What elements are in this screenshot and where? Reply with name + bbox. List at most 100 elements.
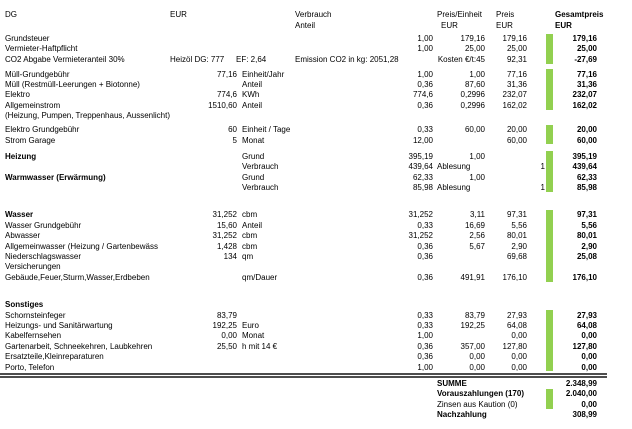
consumption-value: 0,36 — [417, 241, 433, 251]
header-preis-einheit: Preis/Einheit — [437, 10, 482, 19]
table-row: Heizung Grund 395,19 1,00 395,19 — [0, 151, 632, 161]
unit-label: Verbrauch — [242, 183, 279, 193]
unit-label: Grund — [242, 151, 265, 161]
price-value: 97,31 — [506, 210, 527, 220]
row-label: Versicherungen — [5, 262, 61, 272]
unit-label: Monat — [242, 331, 265, 341]
consumption-value: 62,33 — [412, 172, 433, 182]
header-dg: DG — [5, 10, 17, 19]
unit-label: Monat — [242, 135, 265, 145]
amount-eur: 5 — [232, 135, 237, 145]
price-value: 92,31 — [506, 54, 527, 64]
table-row: Verbrauch 85,98 Ablesung 1 85,98 — [0, 182, 632, 192]
table-row: Ersatzteile,Kleinreparaturen 0,36 0,00 0,00… — [0, 351, 632, 361]
consumption-value: 12,00 — [412, 135, 433, 145]
price-per-unit: 491,91 — [460, 272, 485, 282]
unit-label: Euro — [242, 320, 259, 330]
total-value: 0,00 — [581, 331, 597, 341]
price-value: 25,00 — [506, 44, 527, 54]
amount-eur: 31,252 — [212, 231, 237, 241]
row-label: Elektro — [5, 90, 30, 100]
total-value: 20,00 — [576, 125, 597, 135]
consumption-value: 1,00 — [417, 362, 433, 372]
price-value: 77,16 — [506, 69, 527, 79]
total-value: 77,16 — [576, 69, 597, 79]
total-value: 27,93 — [576, 310, 597, 320]
price-value: 5,56 — [511, 220, 527, 230]
price-per-unit: 0,00 — [469, 352, 485, 362]
summary-label: SUMME — [437, 378, 467, 388]
table-row: Gebäude,Feuer,Sturm,Wasser,Erdbeben qm/Da… — [0, 272, 632, 282]
row-label: (Heizung, Pumpen, Treppenhaus, Aussenlic… — [5, 111, 170, 121]
total-value: 395,19 — [572, 151, 597, 161]
unit-label: h mit 14 € — [242, 341, 278, 351]
total-value: 25,08 — [576, 252, 597, 262]
price-per-unit: 0,00 — [469, 362, 485, 372]
price-value: 176,10 — [502, 272, 527, 282]
amount-eur: 192,25 — [212, 320, 237, 330]
total-value: -27,69 — [574, 54, 597, 64]
unit-label: Verbrauch — [242, 162, 279, 172]
unit-label: Anteil — [242, 100, 263, 110]
price-value: 0,00 — [511, 352, 527, 362]
summary-row: SUMME 2.348,99 — [0, 378, 632, 388]
row-label: Wasser Grundgebühr — [5, 220, 82, 230]
table-row: Versicherungen — [0, 261, 632, 271]
row-label: Gebäude,Feuer,Sturm,Wasser,Erdbeben — [5, 272, 150, 282]
price-per-unit: 16,69 — [464, 220, 485, 230]
table-row: CO2 Abgabe Vermieteranteil 30% Heizöl DG:… — [0, 54, 632, 64]
unit-label: qm/Dauer — [242, 272, 278, 282]
price-per-unit: 0,2996 — [460, 100, 485, 110]
group-total-bar — [546, 151, 553, 192]
section-strom-grundgebuehr: Elektro Grundgebühr 60 Einheit / Tage 0,33 6… — [0, 124, 632, 145]
section-heizung-warmwasser: Heizung Grund 395,19 1,00 395,19 Verbrauch 439… — [0, 151, 632, 193]
table-header: DG EUR Verbrauch Anteil Preis/Einheit EU… — [0, 0, 632, 33]
row-label: Strom Garage — [5, 135, 56, 145]
consumption-value: 1,00 — [417, 44, 433, 54]
total-value: 176,10 — [572, 272, 597, 282]
price-per-unit: 357,00 — [460, 341, 485, 351]
summary-label: Vorauszahlungen (170) — [437, 389, 524, 399]
summary-label: Nachzahlung — [437, 410, 487, 420]
reading-count: 1 — [540, 162, 545, 172]
price-value: 31,36 — [506, 80, 527, 90]
price-value: 0,00 — [511, 362, 527, 372]
consumption-value: 0,36 — [417, 252, 433, 262]
amount-eur: 77,16 — [216, 69, 237, 79]
total-value: 31,36 — [576, 80, 597, 90]
row-label: Schornsteinfeger — [5, 310, 66, 320]
unit-label: cbm — [242, 231, 258, 241]
table-row: Vermieter-Haftpflicht 1,00 25,00 25,00 25,00 — [0, 43, 632, 53]
table-row: Gartenarbeit, Schneekehren, Laubkehren 25… — [0, 341, 632, 351]
summary-value: 2.348,99 — [565, 378, 597, 388]
summary-divider-line — [0, 372, 607, 378]
price-per-unit: 2,56 — [469, 231, 485, 241]
summary-row: Vorauszahlungen (170) 2.040,00 — [0, 388, 632, 398]
consumption-value: 1,00 — [417, 34, 433, 43]
fuel-note: Heizöl DG: 777 — [170, 54, 225, 64]
unit-label: Einheit / Tage — [242, 125, 291, 135]
consumption-value: 774,6 — [412, 90, 433, 100]
row-label: Sonstiges — [5, 300, 44, 310]
row-label: CO2 Abgabe Vermieteranteil 30% — [5, 54, 125, 64]
cost-table-body: Grundsteuer 1,00 179,16 179,16 179,16 Vermiet… — [0, 33, 632, 372]
table-row: Müll (Restmüll-Leerungen + Biotonne) Ante… — [0, 79, 632, 89]
section-wasser-versicherungen: Wasser 31,252 cbm 31,252 3,11 97,31 97,31 Wasse… — [0, 209, 632, 282]
price-per-unit: 5,67 — [469, 241, 485, 251]
consumption-value: 31,252 — [408, 231, 433, 241]
summary-value: 308,99 — [572, 410, 597, 420]
price-per-unit: 83,79 — [464, 310, 485, 320]
reading-note: Ablesung — [437, 183, 471, 193]
section-sonstiges: Sonstiges Schornsteinfeger 83,79 0,33 83,79 2… — [0, 299, 632, 372]
total-value: 179,16 — [572, 34, 597, 43]
emission-note: Emission CO2 in kg: 2051,28 — [295, 54, 399, 64]
group-total-bar — [546, 124, 553, 145]
row-label: Grundsteuer — [5, 34, 50, 43]
table-row: Grundsteuer 1,00 179,16 179,16 179,16 — [0, 33, 632, 43]
consumption-value: 1,00 — [417, 331, 433, 341]
header-anteil: Anteil — [295, 20, 316, 30]
price-value: 2,90 — [511, 241, 527, 251]
summary-label: Zinsen aus Kaution (0) — [437, 399, 518, 409]
header-preis-eur: EUR — [496, 20, 513, 30]
row-label: Niederschlagswasser — [5, 252, 82, 262]
